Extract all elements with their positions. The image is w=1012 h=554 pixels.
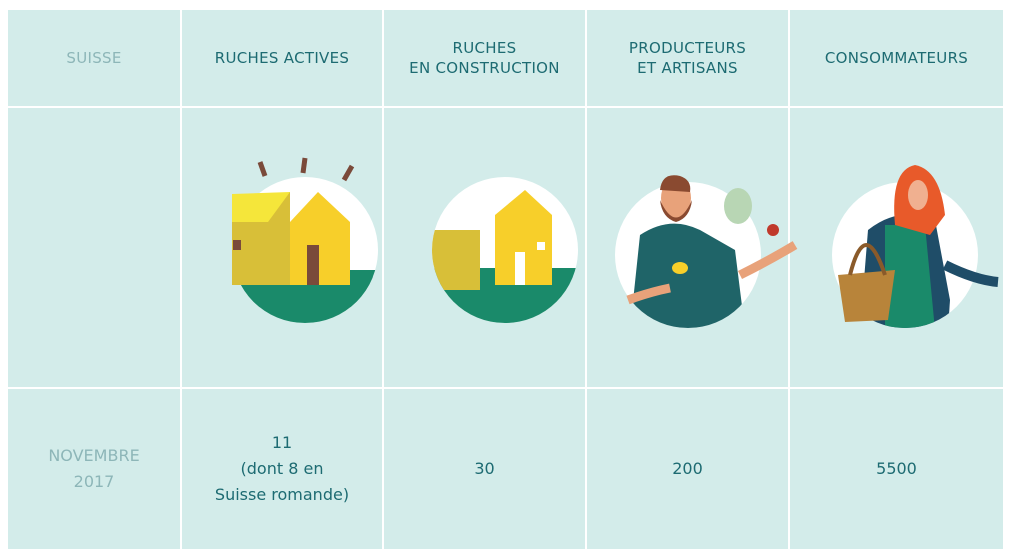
data-cell: 5500 — [790, 389, 1003, 549]
cell-text: CONSOMMATEURS — [824, 49, 969, 67]
house-active — [232, 157, 378, 323]
header-cell: PRODUCTEURS ET ARTISANS — [587, 10, 788, 106]
cell-text: Suisse romande) — [214, 485, 350, 504]
data-cell: 200 — [587, 389, 788, 549]
cell-text: EN CONSTRUCTION — [409, 59, 560, 77]
house-construction — [432, 177, 578, 323]
data-cell: 11 (dont 8 en Suisse romande) — [182, 389, 382, 549]
cell-text: ET ARTISANS — [637, 59, 738, 77]
cell-text: NOVEMBRE — [48, 446, 140, 465]
cell-text: 2017 — [73, 472, 115, 491]
cell-text: RUCHES ACTIVES — [214, 49, 350, 67]
image-cell — [8, 108, 180, 387]
cell-text: PRODUCTEURS — [628, 39, 747, 57]
cell-text: 200 — [672, 459, 703, 478]
header-cell: RUCHES ACTIVES — [182, 10, 382, 106]
data-cell: 30 — [384, 389, 585, 549]
cell-text: 11 — [271, 433, 293, 452]
header-cell: SUISSE — [8, 10, 180, 106]
header-cell: CONSOMMATEURS — [790, 10, 1003, 106]
cell-text: RUCHES — [452, 39, 517, 57]
header-cell: RUCHES EN CONSTRUCTION — [384, 10, 585, 106]
consumer — [832, 165, 999, 328]
data-cell: NOVEMBRE 2017 — [8, 389, 180, 549]
cell-text: 5500 — [876, 459, 917, 478]
cell-text: SUISSE — [66, 49, 122, 67]
producer — [615, 175, 798, 328]
cell-text: 30 — [474, 459, 495, 478]
cell-text: (dont 8 en — [240, 459, 324, 478]
